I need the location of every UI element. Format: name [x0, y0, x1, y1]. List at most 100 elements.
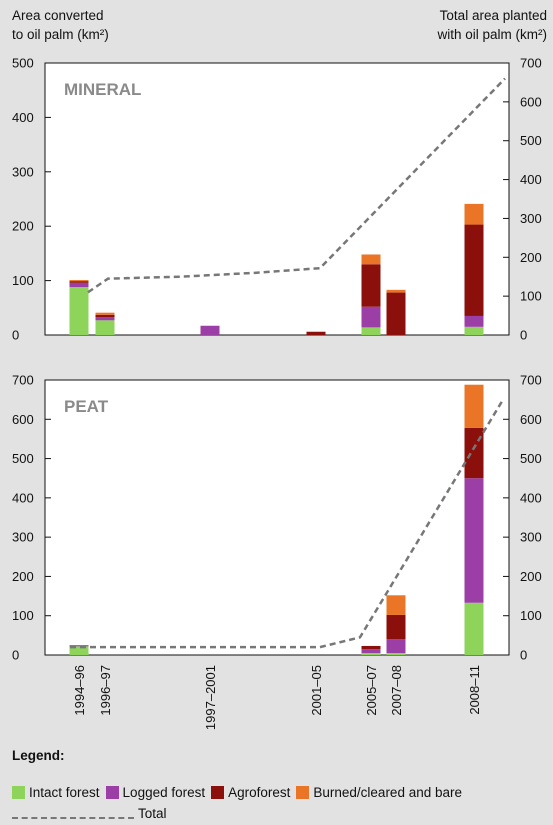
bar-segment-mineral — [464, 315, 484, 327]
bar-segment-mineral — [386, 292, 406, 335]
left-axis-title-line2: to oil palm (km²) — [12, 27, 109, 42]
bar-segment-mineral — [361, 264, 381, 307]
bar-segment-peat — [361, 645, 381, 650]
bar-segment-peat — [69, 645, 89, 647]
x-tick-label: 1997–2001 — [203, 665, 218, 730]
x-tick-label: 2005–07 — [364, 665, 379, 716]
bar-segment-mineral — [95, 312, 115, 315]
left-tick-label-peat: 300 — [12, 530, 34, 545]
bar-segment-mineral — [464, 224, 484, 316]
legend-label-intact-forest: Intact forest — [29, 785, 100, 800]
right-tick-label-peat: 300 — [520, 530, 542, 545]
bar-segment-peat — [386, 595, 406, 615]
legend: Intact forest Logged forest Agroforest B… — [12, 785, 468, 800]
left-axis-title: Area converted to oil palm (km²) — [12, 6, 109, 44]
right-tick-label-peat: 0 — [520, 648, 527, 663]
right-tick-label-mineral: 200 — [520, 250, 542, 265]
bar-segment-peat — [386, 614, 406, 640]
x-tick-label: 2007–08 — [389, 665, 404, 716]
legend-item-burned: Burned/cleared and bare — [296, 785, 462, 800]
left-tick-label-mineral: 500 — [12, 56, 34, 71]
right-tick-label-mineral: 600 — [520, 94, 542, 109]
bar-segment-mineral — [306, 331, 326, 335]
legend-item-intact-forest: Intact forest — [12, 785, 100, 800]
bar-segment-peat — [386, 653, 406, 655]
bar-segment-mineral — [386, 289, 406, 293]
plot-area-mineral — [44, 62, 510, 336]
legend-title: Legend: — [12, 748, 65, 763]
legend-swatch-burned — [296, 786, 310, 799]
bar-segment-mineral — [200, 325, 220, 335]
legend-swatch-intact-forest — [12, 786, 25, 799]
bar-segment-mineral — [69, 280, 89, 282]
x-tick-label: 1996–97 — [98, 665, 113, 716]
bar-segment-peat — [464, 384, 484, 428]
right-tick-label-peat: 500 — [520, 451, 542, 466]
x-tick-label: 2001–05 — [309, 665, 324, 716]
panel-title-mineral: MINERAL — [64, 80, 141, 99]
left-tick-label-peat: 500 — [12, 451, 34, 466]
left-tick-label-peat: 0 — [12, 648, 19, 663]
right-tick-label-mineral: 300 — [520, 211, 542, 226]
bar-segment-mineral — [361, 254, 381, 265]
legend-label-logged-forest: Logged forest — [122, 785, 206, 800]
total-line-peat — [70, 398, 505, 649]
right-tick-label-peat: 400 — [520, 490, 542, 505]
left-tick-label-mineral: 100 — [12, 273, 34, 288]
bar-segment-mineral — [361, 306, 381, 328]
bar-segment-peat — [464, 427, 484, 479]
legend-label-total: Total — [138, 806, 167, 821]
plot-area-peat — [44, 379, 510, 656]
right-axis-title-line2: with oil palm (km²) — [437, 27, 547, 42]
right-tick-label-peat: 100 — [520, 608, 542, 623]
bar-segment-mineral — [95, 320, 115, 335]
left-axis-title-line1: Area converted — [12, 8, 104, 23]
right-tick-label-mineral: 500 — [520, 133, 542, 148]
legend-item-logged-forest: Logged forest — [105, 785, 206, 800]
panel-title-peat: PEAT — [64, 397, 109, 416]
bar-segment-peat — [464, 602, 484, 655]
bar-segment-peat — [69, 646, 89, 655]
x-tick-label: 1994–96 — [72, 665, 87, 716]
right-axis-title-line1: Total area planted — [439, 8, 547, 23]
bar-segment-peat — [386, 639, 406, 654]
right-tick-label-mineral: 400 — [520, 172, 542, 187]
bar-segment-mineral — [69, 282, 89, 288]
left-tick-label-peat: 700 — [12, 373, 34, 388]
legend-swatch-logged-forest — [105, 786, 119, 799]
legend-dash-line — [12, 816, 134, 819]
legend-label-agroforest: Agroforest — [228, 785, 291, 800]
right-axis-title: Total area planted with oil palm (km²) — [437, 6, 547, 44]
oil-palm-chart: 0 100 200 300 400 500 0 100 200 300 400 500 600 700 MI… — [12, 56, 542, 731]
right-tick-label-peat: 700 — [520, 373, 542, 388]
total-line-mineral — [87, 77, 506, 294]
bar-segment-mineral — [95, 314, 115, 318]
bar-segment-mineral — [361, 327, 381, 335]
legend-item-total: Total — [12, 806, 167, 821]
x-tick-label: 2008–11 — [467, 665, 482, 715]
bar-segment-mineral — [95, 317, 115, 321]
legend-item-agroforest: Agroforest — [211, 785, 290, 800]
right-tick-label-peat: 200 — [520, 569, 542, 584]
bar-segment-mineral — [69, 287, 89, 335]
right-tick-label-mineral: 0 — [520, 328, 527, 343]
left-tick-label-mineral: 0 — [12, 328, 19, 343]
left-tick-label-peat: 600 — [12, 412, 34, 427]
bar-segment-mineral — [464, 326, 484, 335]
left-tick-label-mineral: 300 — [12, 164, 34, 179]
bar-segment-mineral — [69, 281, 89, 283]
left-tick-label-mineral: 200 — [12, 219, 34, 234]
right-tick-label-mineral: 700 — [520, 56, 542, 71]
bar-segment-peat — [361, 649, 381, 654]
right-tick-label-mineral: 100 — [520, 289, 542, 304]
right-tick-label-peat: 600 — [520, 412, 542, 427]
legend-swatch-agroforest — [211, 786, 225, 799]
bar-segment-mineral — [464, 203, 484, 225]
bar-segment-peat — [361, 653, 381, 655]
left-tick-label-peat: 400 — [12, 490, 34, 505]
legend-label-burned: Burned/cleared and bare — [313, 785, 462, 800]
left-tick-label-peat: 100 — [12, 608, 34, 623]
left-tick-label-mineral: 400 — [12, 110, 34, 125]
left-tick-label-peat: 200 — [12, 569, 34, 584]
bar-segment-peat — [464, 478, 484, 603]
